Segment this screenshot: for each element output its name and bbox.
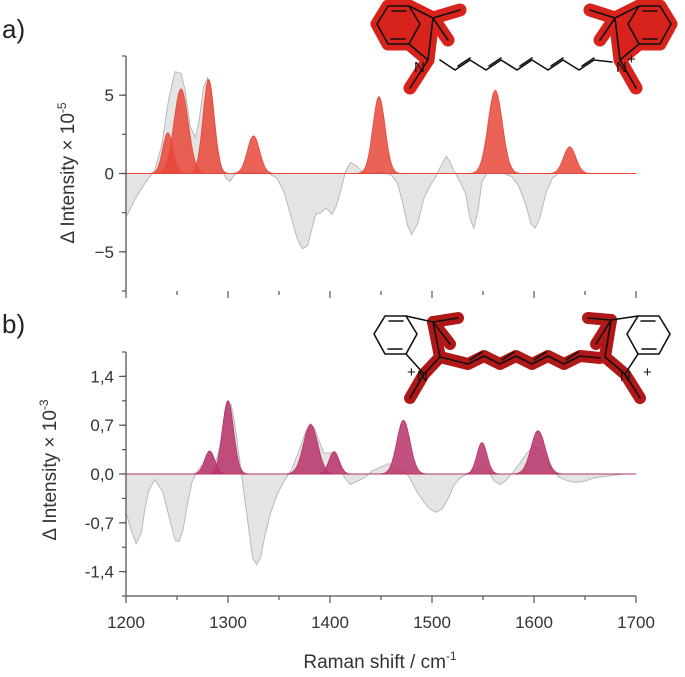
molecule-a-bonds	[376, 5, 672, 89]
y-tick-label: 0,0	[90, 465, 114, 484]
panel-b-y-label: Δ Intensity × 10-3	[37, 399, 61, 540]
x-axis-label-text: Raman shift / cm	[303, 652, 446, 673]
y-tick-label: 1,4	[90, 367, 114, 386]
y-tick-label: −5	[95, 243, 114, 262]
panel-b-x-ticks	[125, 596, 637, 603]
x-tick-label: 1500	[413, 613, 451, 632]
panel-a-label: a)	[2, 14, 25, 44]
y-tick-label: -0,7	[85, 514, 114, 533]
molecule-b-structure: N + N +	[373, 312, 671, 404]
molecule-a-atom-n-right: N	[616, 59, 627, 76]
panel-a-peak-1325	[229, 135, 278, 174]
panel-b-plot	[125, 400, 636, 566]
panel-b-y-label-exp: -3	[37, 399, 51, 410]
panel-b-peak-1604	[509, 430, 567, 475]
molecule-b-charge-right: +	[643, 364, 652, 381]
x-tick-label: 1600	[515, 613, 553, 632]
panel-a-plot	[125, 71, 636, 250]
panel-a-peak-1562	[466, 90, 524, 174]
panel-a-peak-1281	[186, 78, 232, 174]
molecule-b-atom-n-left: N	[417, 368, 428, 385]
panel-b-peak-1549	[461, 442, 503, 475]
panel-b: b) 1,4 0,7 0,0 -0,7 -1,4 Δ Intensity × 10-3	[2, 309, 637, 603]
x-axis-label-exp: -1	[446, 649, 457, 663]
panel-a-peak-1448	[354, 96, 404, 174]
molecule-a-charge: +	[627, 51, 636, 68]
panel-a-y-ticks: 5 0 −5	[95, 55, 126, 292]
panel-b-peak-1300	[205, 400, 251, 475]
y-tick-label: 5	[105, 86, 114, 105]
x-tick-label: 1700	[617, 613, 655, 632]
panel-b-peak-1404	[313, 451, 355, 475]
panel-a-y-label: Δ Intensity × 10-5	[55, 102, 79, 243]
molecule-a-structure: N N +	[370, 0, 678, 95]
panel-a-peak-1635	[545, 146, 595, 174]
panel-a-y-label-text: Δ Intensity × 10	[58, 113, 79, 243]
molecule-b-atom-n-right: N	[620, 368, 631, 385]
panel-b-difference-trace	[125, 401, 624, 566]
panel-b-y-ticks: 1,4 0,7 0,0 -0,7 -1,4	[85, 351, 126, 597]
x-tick-label: 1300	[209, 613, 247, 632]
x-tick-labels: 1200 1300 1400 1500 1600 1700	[107, 613, 655, 632]
molecule-b-charge-left: +	[407, 364, 416, 381]
y-tick-label: -1,4	[85, 563, 114, 582]
panel-a: a) 5 0 −5 Δ Intensity × 10-5	[2, 14, 637, 298]
x-axis-label: Raman shift / cm-1	[303, 649, 457, 673]
x-tick-label: 1200	[107, 613, 145, 632]
panel-a-y-label-exp: -5	[55, 102, 69, 113]
panel-b-y-label-text: Δ Intensity × 10	[40, 410, 61, 540]
molecule-b-bonds	[373, 315, 671, 399]
panel-b-label: b)	[2, 309, 25, 339]
y-tick-label: 0,7	[90, 416, 114, 435]
panel-a-x-ticks	[125, 291, 637, 298]
y-tick-label: 0	[105, 165, 114, 184]
x-tick-label: 1400	[311, 613, 349, 632]
molecule-a-atom-n-left: N	[414, 59, 425, 76]
panel-b-peak-1472	[376, 419, 430, 475]
